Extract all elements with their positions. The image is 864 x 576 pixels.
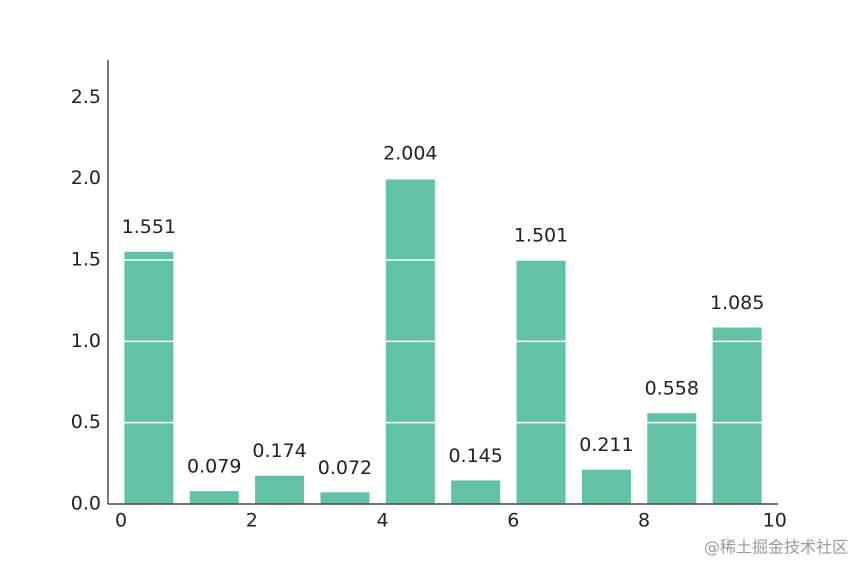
value-label: 1.501 (514, 224, 568, 246)
bar (255, 475, 305, 504)
value-label: 0.211 (579, 434, 633, 456)
bar (451, 480, 501, 504)
x-tick-label: 6 (507, 510, 519, 532)
watermark: @稀土掘金技术社区 (704, 538, 848, 557)
x-tick-label: 8 (638, 510, 650, 532)
bar (320, 492, 370, 504)
bar (189, 491, 239, 504)
x-tick-label: 10 (763, 510, 787, 532)
x-tick-label: 0 (115, 510, 127, 532)
value-label: 0.072 (318, 457, 372, 479)
value-label: 2.004 (383, 143, 437, 165)
y-tick-label: 1.0 (71, 330, 101, 352)
value-label: 0.145 (448, 445, 502, 467)
y-tick-label: 0.5 (71, 411, 101, 433)
value-label: 0.558 (645, 378, 699, 400)
bar (581, 469, 631, 504)
y-tick-label: 2.5 (71, 86, 101, 108)
y-tick-label: 2.0 (71, 167, 101, 189)
x-tick-label: 2 (246, 510, 258, 532)
bar (647, 413, 697, 504)
y-tick-label: 1.5 (71, 249, 101, 271)
bar (124, 251, 174, 504)
value-label: 1.085 (710, 292, 764, 314)
bar (712, 327, 762, 504)
bar (516, 259, 566, 504)
x-tick-label: 4 (376, 510, 388, 532)
value-label: 1.551 (122, 216, 176, 238)
value-label: 0.174 (252, 440, 306, 462)
y-tick-label: 0.0 (71, 493, 101, 515)
value-label: 0.079 (187, 456, 241, 478)
